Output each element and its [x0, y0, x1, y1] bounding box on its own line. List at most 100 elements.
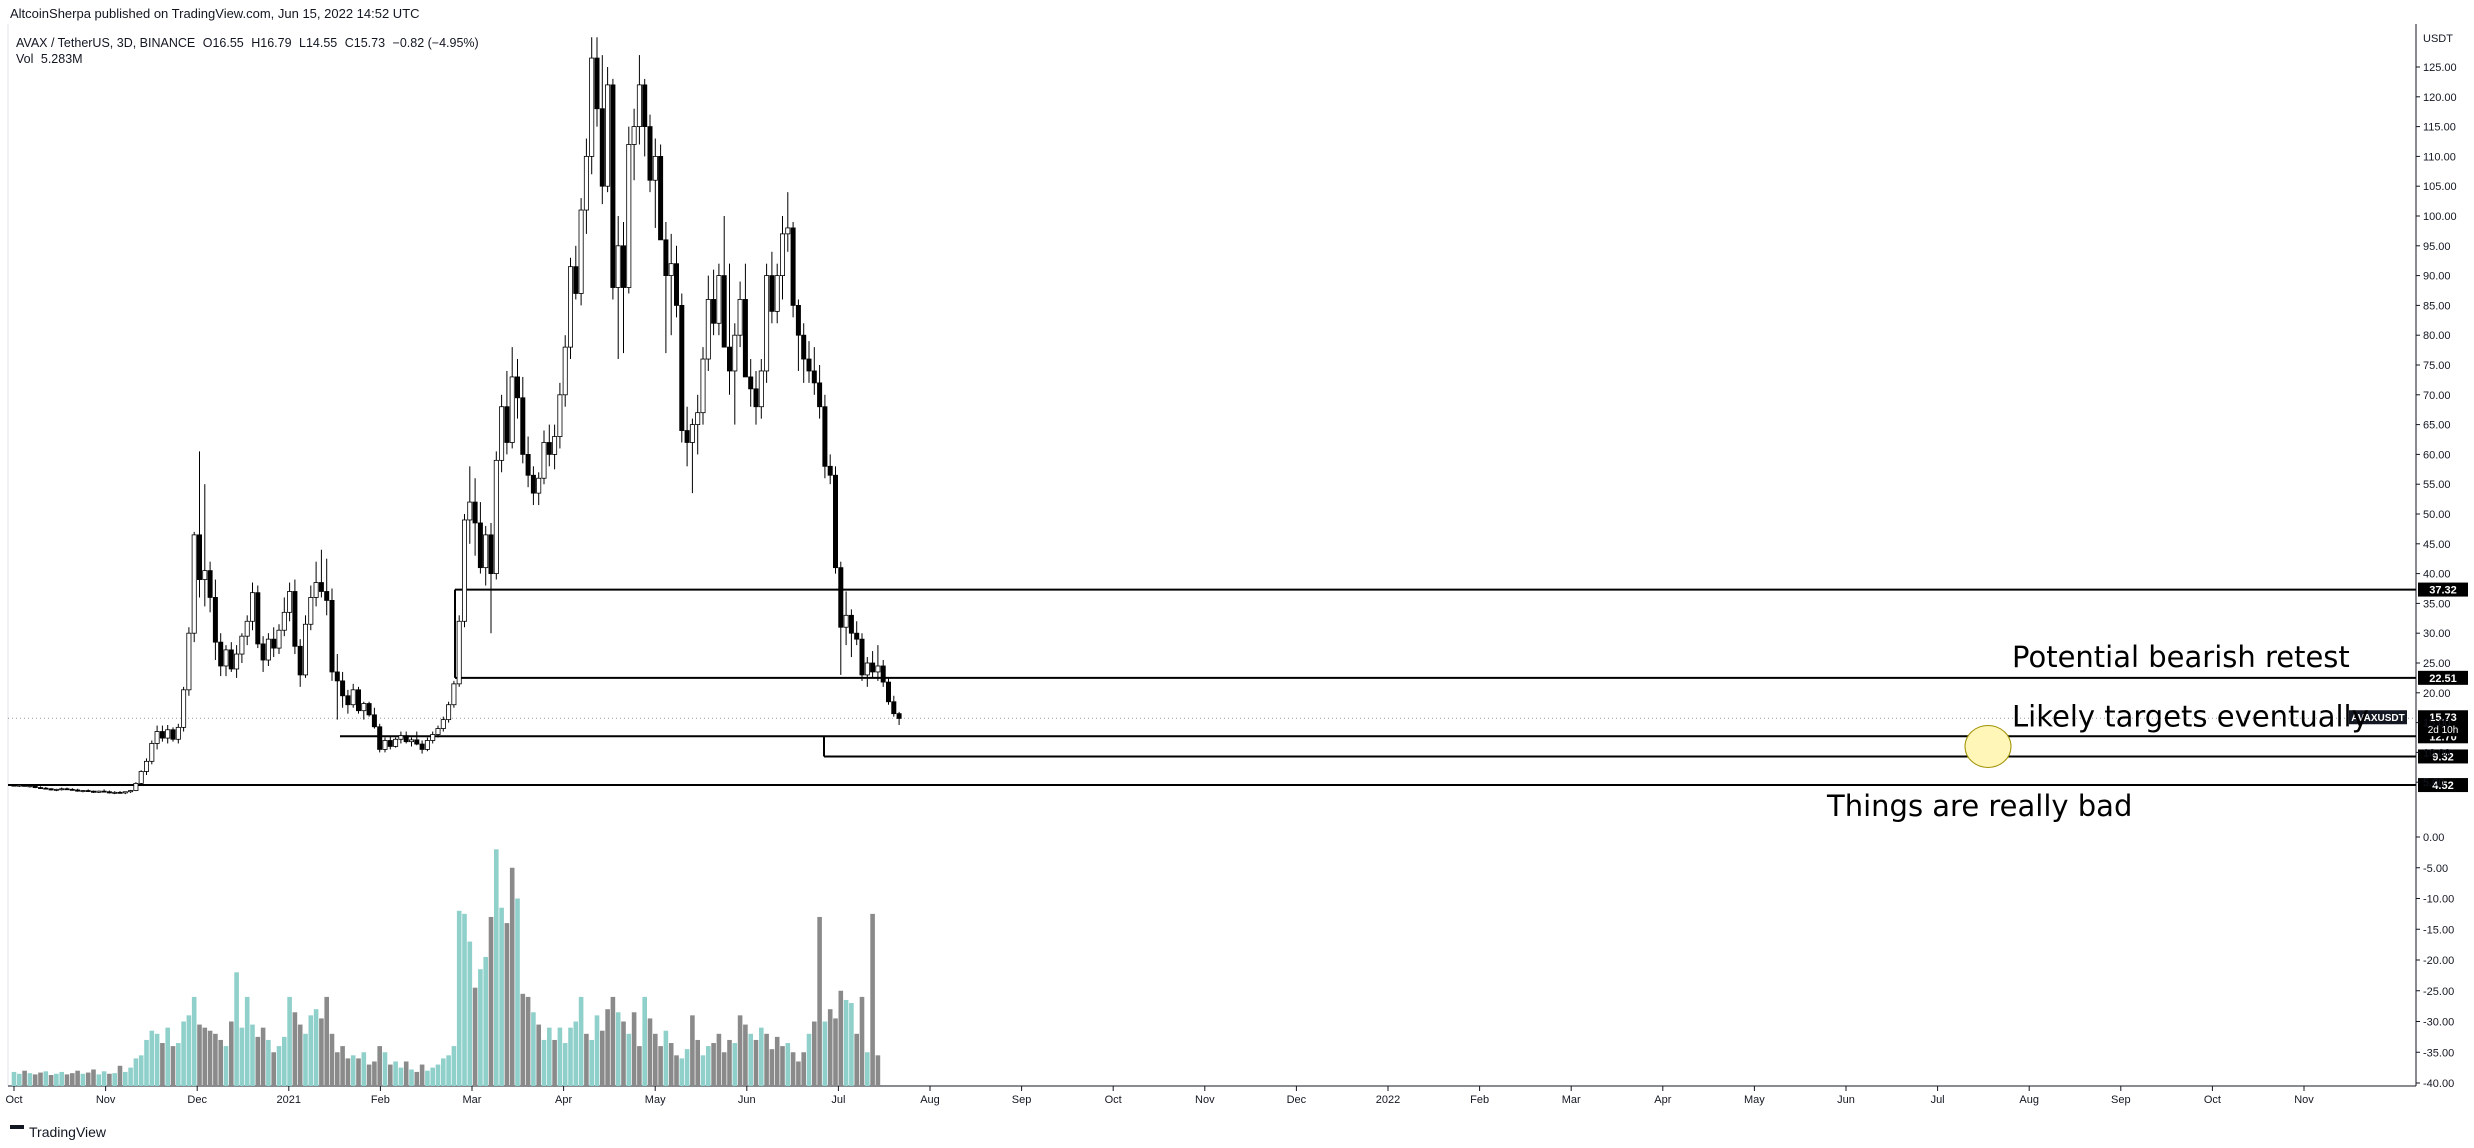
candle-body [75, 789, 81, 792]
volume-bar [488, 916, 494, 1086]
volume-bar [494, 849, 499, 1086]
candle-body [647, 126, 653, 181]
candles [11, 37, 902, 795]
candle-body [244, 620, 250, 637]
candle-body [340, 680, 346, 697]
candle-body [96, 790, 102, 793]
volume-bar [382, 1052, 388, 1086]
candle-body [393, 738, 399, 747]
candle-body [276, 629, 282, 649]
volume-bar [679, 1058, 685, 1086]
candle-body [727, 346, 733, 372]
volume-bar [425, 1070, 430, 1086]
price-tick-label: 90.00 [2423, 271, 2451, 283]
time-tick-label: Nov [2294, 1094, 2314, 1106]
candle-body [11, 784, 17, 787]
volume-bar [303, 1033, 308, 1086]
candle-body [817, 382, 823, 408]
price-axis: USDT 5.00 10.00 15.00 20.00 25.00 30.00 35.00 40… [2416, 33, 2457, 789]
candle-body [790, 227, 796, 306]
volume-bar [11, 1071, 17, 1086]
candle-body [91, 790, 97, 793]
volume-bar [536, 1024, 541, 1086]
volume-bar [870, 913, 875, 1086]
volume-bar [335, 1052, 340, 1086]
volume-bar [181, 1021, 186, 1086]
volume-bar [176, 1043, 181, 1086]
symbol-name[interactable]: AVAX / TetherUS, 3D, BINANCE [16, 36, 196, 50]
volume-bar [721, 1052, 727, 1086]
volume-bar [615, 1012, 621, 1086]
volume-bar [520, 993, 526, 1086]
volume-tick-label: 0.00 [2423, 832, 2444, 844]
volume-bar [499, 907, 504, 1086]
volume-bar [727, 1039, 732, 1086]
volume-bar [207, 1030, 213, 1086]
candle-body [387, 740, 393, 747]
candle-body [758, 370, 764, 408]
candle-body [456, 620, 462, 685]
volume-axis: 0.00 -5.00 -10.00 -15.00 -20.00 -25.00 -30.00 -… [2416, 832, 2454, 1090]
candle-body [271, 638, 277, 649]
volume-bar [308, 1015, 314, 1086]
volume-bar [562, 1043, 568, 1086]
candle-body [371, 714, 377, 728]
volume-bar [229, 1021, 234, 1086]
candle-body [504, 406, 510, 443]
volume-bar [663, 1030, 669, 1086]
candle-body [59, 788, 65, 791]
candle-body [186, 632, 192, 691]
candle-body [642, 84, 648, 127]
time-tick-label: Oct [5, 1094, 22, 1106]
candle-body [520, 397, 526, 455]
annotation-text: Things are really bad [1826, 789, 2132, 823]
level-tag [2418, 582, 2468, 597]
volume-bar [154, 1033, 160, 1086]
volume-bar [827, 1009, 833, 1086]
candle-body [446, 704, 452, 721]
candle-body [573, 266, 579, 294]
volume-bar [525, 996, 531, 1086]
candle-body [827, 465, 833, 476]
ohlc-low: L14.55 [299, 36, 338, 50]
volume-bar [313, 1009, 319, 1086]
candle-body [324, 591, 330, 601]
ohlc-change: −0.82 (−4.95%) [392, 36, 479, 50]
candle-body [742, 299, 748, 378]
volume-bar [700, 1055, 706, 1086]
candle-body [748, 376, 754, 390]
volume-bar [774, 1036, 780, 1086]
candle-body [764, 275, 770, 372]
volume-bar [695, 1039, 700, 1086]
volume-bar [133, 1058, 139, 1086]
volume-bar [117, 1065, 123, 1086]
candle-body [255, 592, 261, 645]
volume-bar [123, 1071, 128, 1086]
candle-body [106, 791, 112, 794]
time-tick-label: Jul [1931, 1094, 1945, 1106]
candle-body [207, 570, 213, 598]
volume-bar [557, 1027, 563, 1086]
candle-body [822, 406, 828, 467]
volume-bar [711, 1043, 716, 1086]
bar-countdown: 2d 10h [2428, 725, 2459, 736]
candle-body [530, 474, 536, 494]
volume-bar [552, 1039, 557, 1086]
volume-bar [329, 1033, 335, 1086]
candle-body [472, 501, 478, 524]
volume-bar [621, 1021, 626, 1086]
candle-body [101, 790, 107, 793]
time-tick-label: Sep [1012, 1094, 1032, 1106]
candle-body [361, 703, 367, 712]
volume-bar [790, 1052, 796, 1086]
candle-body [249, 592, 255, 622]
volume-bar [170, 1046, 176, 1086]
volume-bar [218, 1039, 223, 1086]
volume-bar [276, 1046, 282, 1086]
volume-bar [600, 1030, 605, 1086]
candle-body [398, 735, 404, 740]
candle-body [419, 743, 425, 750]
price-tick-label: 15.00 [2423, 718, 2451, 730]
time-tick-label: Dec [1287, 1094, 1307, 1106]
